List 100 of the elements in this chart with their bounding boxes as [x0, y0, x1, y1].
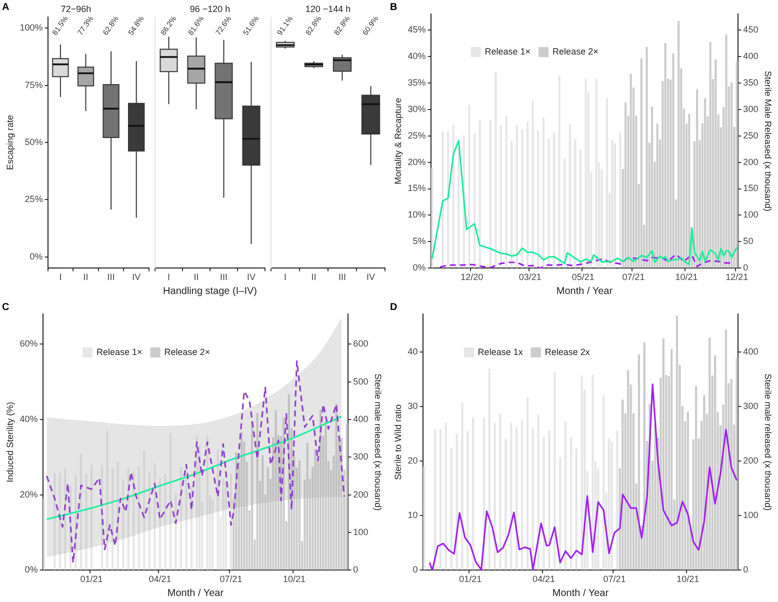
bar	[664, 43, 666, 268]
x-tick-label: II	[83, 272, 88, 282]
bar	[630, 74, 632, 268]
x-tick-label: 04/21	[148, 574, 172, 584]
bar	[230, 474, 232, 570]
bar	[262, 455, 264, 570]
legend-label: Release 2×	[552, 46, 598, 57]
y-tick-label: 20%	[408, 156, 426, 167]
x-tick-label: 01/21	[80, 574, 103, 584]
x-tick-label: 10/21	[282, 574, 306, 584]
bar	[703, 395, 706, 570]
bar	[314, 449, 316, 570]
y2-axis-title: Sterile male released (x thousand)	[373, 374, 384, 511]
x-tick-label: 04/21	[532, 574, 556, 584]
chart-title: 72−96h	[60, 4, 92, 14]
y2-tick-label: 500	[353, 376, 368, 386]
bar	[627, 370, 630, 570]
bar	[619, 132, 622, 268]
bar	[670, 348, 673, 570]
y-tick-label: 50%	[24, 136, 43, 147]
y2-tick-label: 50	[743, 236, 754, 246]
y-tick-label: 45%	[408, 24, 426, 34]
line-series	[439, 254, 732, 268]
y-tick-label: 0	[412, 564, 418, 575]
bar	[240, 432, 243, 570]
legend-label: Release 2x	[544, 346, 590, 357]
bar	[452, 124, 454, 268]
x-tick-label: 10/21	[675, 272, 698, 282]
y-tick-label: 35%	[408, 77, 426, 88]
x-tick-label: 12/21	[726, 272, 748, 282]
chart-title: 120 −144 h	[305, 4, 351, 14]
x-tick-label: 07/21	[603, 574, 626, 584]
x-tick-label: I	[284, 272, 287, 282]
y-tick-label: 30%	[408, 104, 426, 114]
bar	[714, 60, 717, 268]
y-tick-label: 0%	[24, 564, 38, 575]
x-tick-label: I	[59, 272, 62, 282]
y2-tick-label: 0	[353, 564, 358, 575]
x-tick-label: IV	[366, 272, 376, 282]
y-tick-label: 10	[408, 510, 418, 520]
bar	[447, 131, 450, 268]
x-axis-title: Handling stage (I–IV)	[163, 286, 257, 297]
x-axis-title: Month / Year	[167, 588, 224, 599]
y-tick-label: 40%	[20, 414, 38, 424]
y-tick-label: 5%	[412, 236, 426, 246]
y2-tick-label: 300	[743, 401, 758, 412]
y-tick-label: 30	[408, 401, 418, 412]
legend-label: Release 2×	[164, 346, 210, 357]
y-axis-title: Induced Sterility (%)	[4, 402, 15, 482]
x-tick-label: 07/21	[622, 272, 645, 282]
line-series	[46, 360, 346, 564]
bar	[714, 355, 716, 570]
x-tick-label: 07/21	[220, 574, 242, 584]
text: D	[390, 302, 398, 313]
bar	[266, 467, 269, 570]
x-tick-label: III	[338, 272, 346, 282]
y2-tick-label: 200	[353, 489, 368, 500]
bar	[335, 404, 338, 570]
x-tick-label: 05/21	[572, 272, 594, 282]
bar	[216, 449, 219, 570]
bar	[274, 410, 277, 570]
bar	[638, 354, 640, 570]
y-tick-label: 15%	[408, 183, 426, 194]
y-axis-title: Escaping rate	[4, 114, 15, 170]
x-tick-label: I	[167, 272, 170, 282]
bar	[676, 316, 678, 570]
x-axis-title: Month / Year	[552, 588, 610, 599]
y-tick-label: 0%	[30, 251, 43, 262]
bar	[320, 409, 322, 570]
y-tick-label: 60%	[20, 338, 38, 349]
bar	[158, 478, 161, 570]
y2-tick-label: 300	[743, 104, 758, 114]
bar	[688, 114, 690, 268]
y2-tick-label: 0	[743, 262, 748, 273]
y2-tick-label: 100	[353, 527, 368, 538]
x-tick-label: IV	[132, 272, 141, 282]
bar	[640, 58, 642, 268]
y-tick-label: 10%	[408, 210, 426, 220]
bar	[306, 442, 308, 570]
y-tick-label: 40%	[408, 50, 426, 61]
bar	[709, 42, 712, 268]
bar	[725, 34, 728, 268]
bar	[694, 386, 698, 570]
bar	[646, 46, 648, 268]
line-series	[46, 416, 342, 520]
bar	[196, 436, 198, 570]
y-tick-label: 40	[408, 346, 418, 357]
y-tick-label: 20	[408, 456, 418, 466]
legend-label: Release 1×	[96, 346, 142, 357]
bar	[730, 378, 732, 570]
bar	[724, 330, 728, 570]
y2-tick-label: 200	[743, 156, 758, 167]
y2-tick-label: 450	[743, 24, 758, 34]
bar	[616, 430, 618, 570]
y2-tick-label: 350	[743, 77, 758, 88]
legend-label: Release 1x	[478, 346, 524, 357]
bar	[651, 106, 654, 268]
x-tick-label: II	[311, 272, 316, 282]
x-tick-label: IV	[246, 272, 256, 282]
bar	[656, 124, 658, 268]
